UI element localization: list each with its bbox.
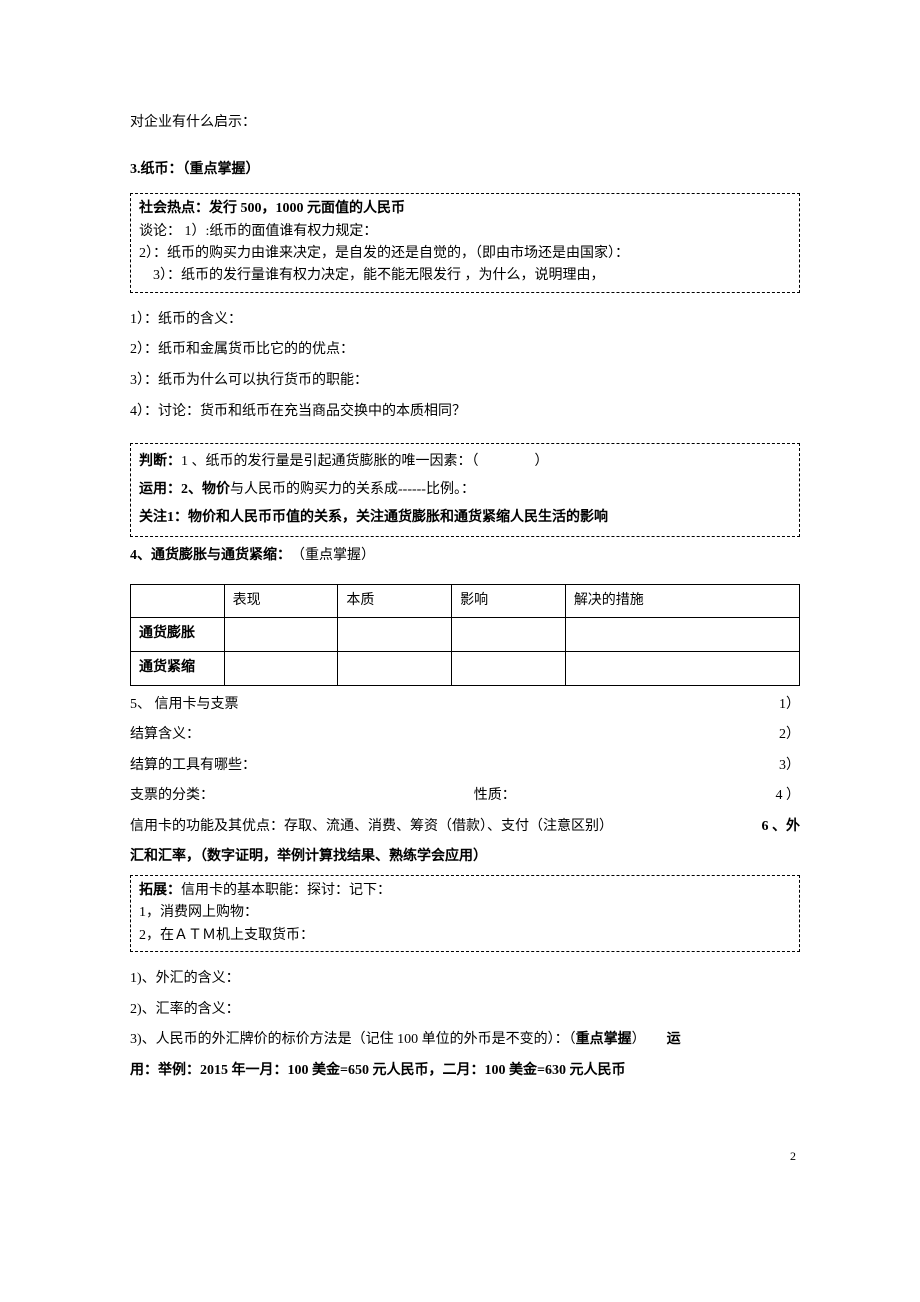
page-number: 2 [130,1145,800,1168]
forex-4-text: 用：举例：2015 年一月：100 美金=650 元人民币，二月：100 美金=… [130,1063,625,1078]
box2-l1a: 判断： [139,454,181,469]
box3-line1: 拓展：信用卡的基本职能：探讨：记下： [139,880,791,902]
table-header-4: 解决的措施 [565,584,799,618]
box2-line2: 运用：2、物价与人民币的购买力的关系成------比例。： [139,476,791,504]
question-3: 3）：纸币为什么可以执行货币的职能： [130,368,800,395]
box2-l2c: 与人民币的购买力的关系成------比例。： [230,482,475,497]
forex-2: 2)、汇率的含义： [130,997,800,1024]
table-cell [338,651,452,685]
box3-l1a: 拓展： [139,883,181,898]
section-4-title-a: 4、通货膨胀与通货紧缩： [130,548,284,563]
table-cell [338,618,452,652]
row-3-left: 结算的工具有哪些： [130,753,256,780]
row-3: 结算的工具有哪些： 3） [130,753,800,780]
box1-line4: 3）：纸币的发行量谁有权力决定，能不能无限发行 ，为什么，说明理由， [139,265,791,287]
table-cell [452,651,566,685]
section-5-right: 1） [779,692,800,719]
section-3-title: 3.纸币：（重点掌握） [130,157,800,184]
forex-3a: 3)、人民币的外汇牌价的标价方法是（记住 100 单位的外币是不变的）：（ [130,1032,576,1047]
box3-l1b: 信用卡的基本职能：探讨：记下： [181,883,391,898]
row-2-right: 2） [779,722,800,749]
forex-3c: ） [632,1032,639,1047]
forex-3d: 运 [639,1032,681,1047]
table-cell [452,618,566,652]
row-3-right: 3） [779,753,800,780]
row-2: 结算含义： 2） [130,722,800,749]
table-header-1: 表现 [224,584,338,618]
box2-l2b: 2、物价 [181,482,230,497]
table-header-3: 影响 [452,584,566,618]
table-cell [565,651,799,685]
section-4-title: 4、通货膨胀与通货紧缩： （重点掌握） [130,543,800,570]
box1-line3: 2）：纸币的购买力由谁来决定，是自发的还是自觉的，（即由市场还是由国家）： [139,243,791,265]
row-5: 信用卡的功能及其优点：存取、流通、消费、筹资（借款）、支付（注意区别） 6 、外 [130,814,800,841]
box2-line3: 关注1：物价和人民币币值的关系，关注通货膨胀和通货紧缩人民生活的影响 [139,504,791,532]
forex-4: 用：举例：2015 年一月：100 美金=650 元人民币，二月：100 美金=… [130,1058,800,1085]
table-row: 通货紧缩 [131,651,800,685]
table-cell [565,618,799,652]
box1-line2: 谈论： 1）:纸币的面值谁有权力规定： [139,221,791,243]
section-5-left: 5、 信用卡与支票 [130,692,239,719]
forex-3: 3)、人民币的外汇牌价的标价方法是（记住 100 单位的外币是不变的）：（重点掌… [130,1027,800,1054]
table-header-row: 表现 本质 影响 解决的措施 [131,584,800,618]
row-4-right: 4 ） [776,783,801,810]
box3-line2: 1，消费网上购物： [139,902,791,924]
row-4: 支票的分类： 性质： 4 ） [130,783,800,810]
section-4-title-b: （重点掌握） [284,548,375,563]
intro-line: 对企业有什么启示： [130,110,800,137]
table-row2-head: 通货紧缩 [131,651,225,685]
box3-line3: 2，在ＡＴＭ机上支取货币： [139,925,791,947]
forex-3b: 重点掌握 [576,1032,632,1047]
row-5-right: 6 、外 [762,814,801,841]
table-header-blank [131,584,225,618]
row-4-mid: 性质： [214,783,776,810]
table-row: 通货膨胀 [131,618,800,652]
section-3-title-text: 3.纸币：（重点掌握） [130,162,260,177]
table-cell [224,651,338,685]
section-5-line: 5、 信用卡与支票 1） [130,692,800,719]
question-1: 1）：纸币的含义： [130,307,800,334]
hot-topic-box: 社会热点：发行 500，1000 元面值的人民币 谈论： 1）:纸币的面值谁有权… [130,193,800,293]
box2-line1: 判断：1 、纸币的发行量是引起通货膨胀的唯一因素：（ ） [139,448,791,476]
table-cell [224,618,338,652]
row-5-left: 信用卡的功能及其优点：存取、流通、消费、筹资（借款）、支付（注意区别） [130,814,613,841]
row-2-left: 结算含义： [130,722,200,749]
question-2: 2）：纸币和金属货币比它的的优点： [130,337,800,364]
inflation-table: 表现 本质 影响 解决的措施 通货膨胀 通货紧缩 [130,584,800,686]
box2-l1b: 1 、纸币的发行量是引起通货膨胀的唯一因素：（ ） [181,454,549,469]
question-4: 4）：讨论：货币和纸币在充当商品交换中的本质相同？ [130,399,800,426]
judge-box: 判断：1 、纸币的发行量是引起通货膨胀的唯一因素：（ ） 运用：2、物价与人民币… [130,443,800,537]
row-6: 汇和汇率，（数字证明，举例计算找结果、熟练学会应用） [130,844,800,871]
extension-box: 拓展：信用卡的基本职能：探讨：记下： 1，消费网上购物： 2，在ＡＴＭ机上支取货… [130,875,800,952]
box2-l2a: 运用： [139,482,181,497]
box1-line1: 社会热点：发行 500，1000 元面值的人民币 [139,198,791,220]
forex-1: 1)、外汇的含义： [130,966,800,993]
table-header-2: 本质 [338,584,452,618]
row-4-left: 支票的分类： [130,783,214,810]
table-row1-head: 通货膨胀 [131,618,225,652]
